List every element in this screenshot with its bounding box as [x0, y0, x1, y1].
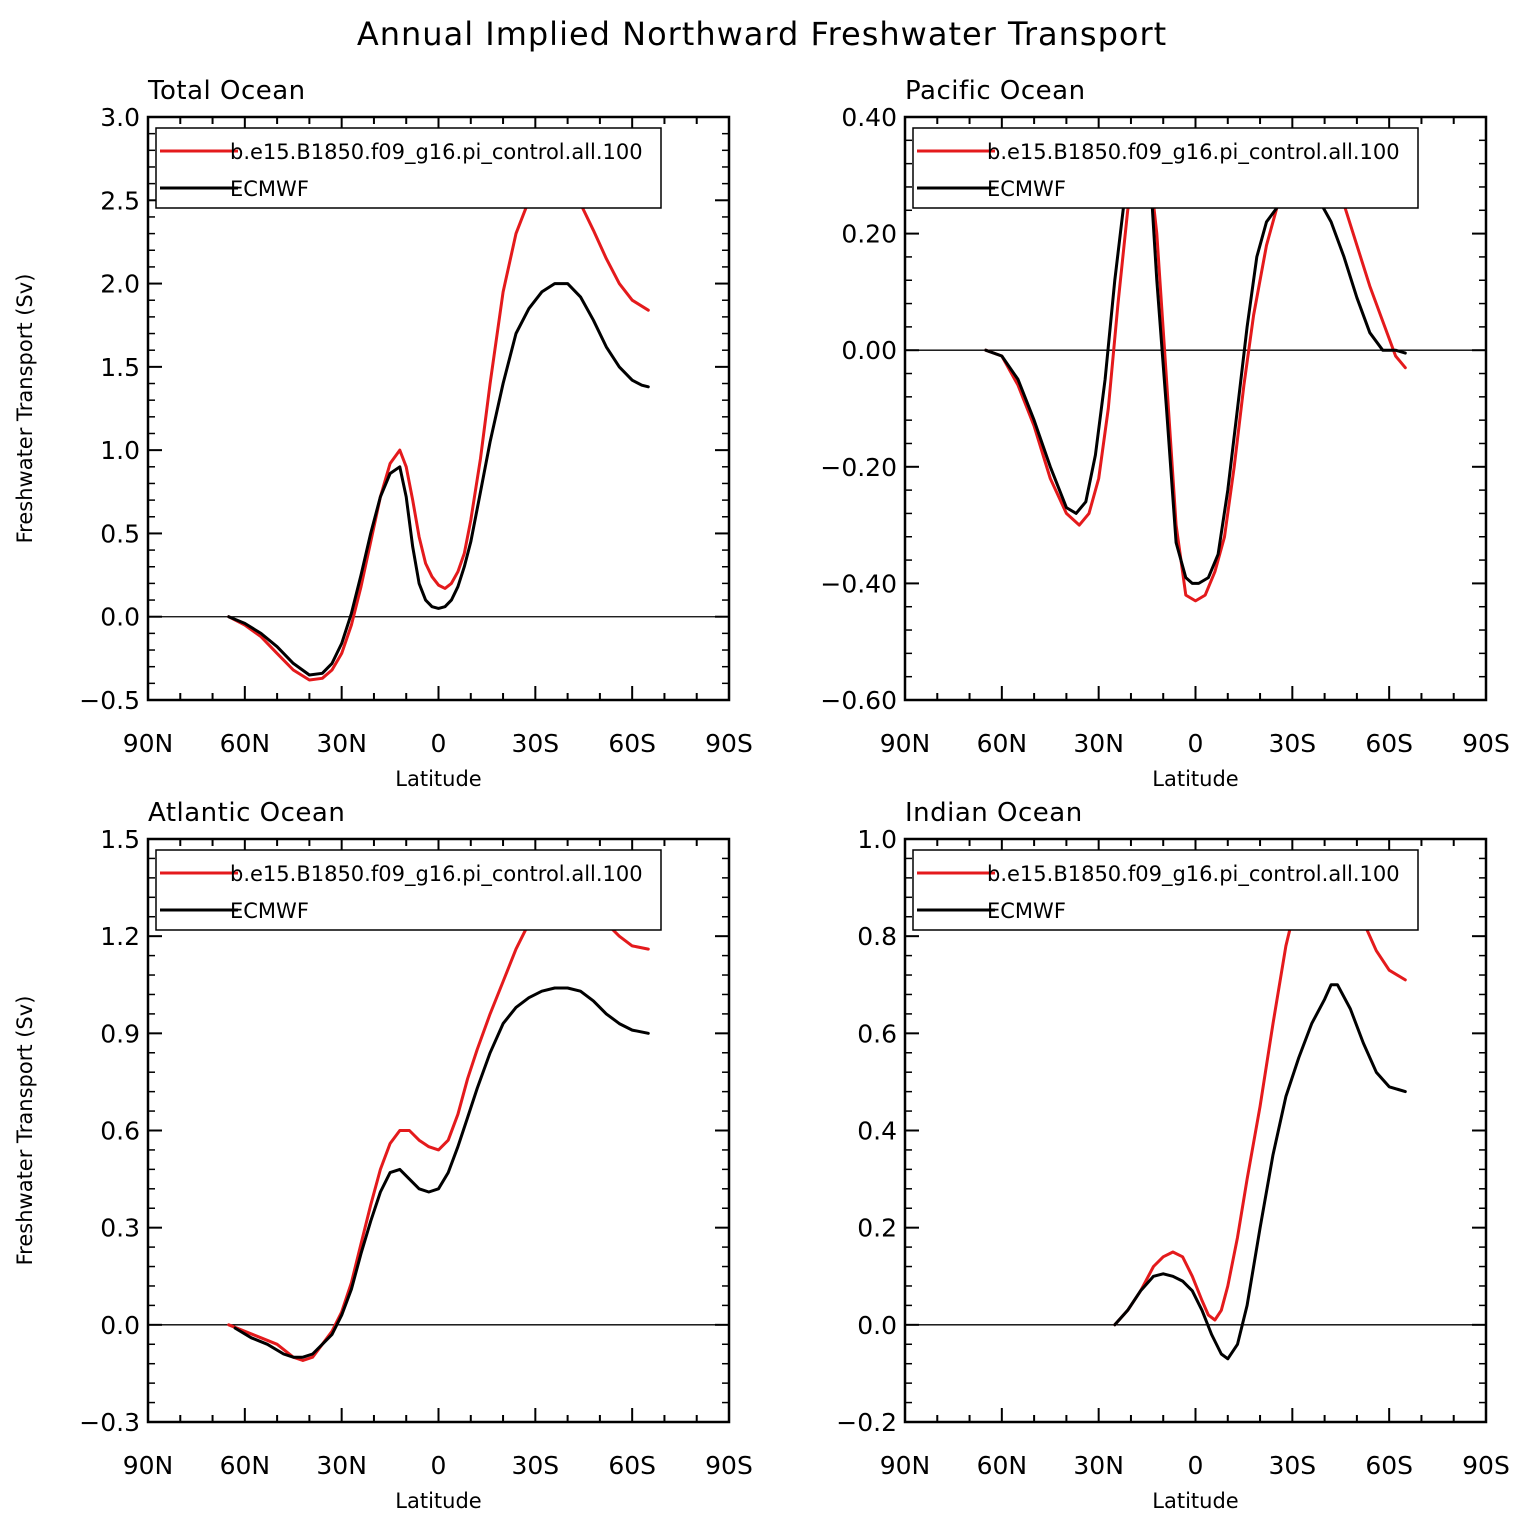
total-ocean-xtick-label: 30N	[316, 729, 367, 758]
pacific-ocean-xtick-label: 30S	[1268, 729, 1316, 758]
panel-indian-ocean: Indian Ocean 90N 60N 30N 0 30S 60S 90S −0.2 0.0 0.…	[836, 798, 1510, 1513]
indian-ocean-plot-frame	[903, 837, 1488, 1424]
total-ocean-ytick-label: 3.0	[100, 103, 140, 132]
indian-ocean-xlabel: Latitude	[1152, 1489, 1238, 1513]
main-title: Annual Implied Northward Freshwater Tran…	[357, 15, 1167, 53]
indian-ocean-legend	[912, 849, 1419, 931]
total-ocean-ytick-label: 1.0	[100, 436, 140, 465]
total-ocean-ytick-label: 2.5	[100, 186, 140, 215]
indian-ocean-ytick-label: 0.2	[857, 1214, 897, 1243]
total-ocean-ytick-label: −0.5	[79, 686, 140, 715]
pacific-ocean-series-ecmwf-line	[984, 133, 1407, 585]
panel-total-ocean: Total Ocean 90N 60N 30N 0 30S 60S 90S −0.5 0.0 0.5…	[13, 76, 753, 791]
total-ocean-legend-label-model: b.e15.B1850.f09_g16.pi_control.all.100	[230, 140, 643, 165]
total-ocean-series-model-line	[227, 178, 650, 682]
pacific-ocean-xlabel: Latitude	[1152, 767, 1238, 791]
atlantic-ocean-xlabel: Latitude	[395, 1489, 481, 1513]
total-ocean-xtick-label: 60S	[608, 729, 656, 758]
indian-ocean-ytick-label: 0.8	[857, 922, 897, 951]
total-ocean-plot-frame	[146, 115, 731, 702]
pacific-ocean-title: Pacific Ocean	[905, 76, 1086, 106]
atlantic-ocean-xtick-label: 90N	[123, 1451, 174, 1480]
atlantic-ocean-ytick-label: −0.3	[79, 1408, 140, 1437]
atlantic-ocean-legend	[155, 849, 662, 931]
indian-ocean-ytick-label: −0.2	[836, 1408, 897, 1437]
total-ocean-legend	[155, 127, 662, 209]
pacific-ocean-ytick-label: 0.20	[841, 220, 897, 249]
atlantic-ocean-xtick-label: 0	[431, 1451, 447, 1480]
total-ocean-ytick-label: 1.5	[100, 353, 140, 382]
pacific-ocean-ytick-label: −0.60	[820, 686, 897, 715]
indian-ocean-title: Indian Ocean	[905, 798, 1083, 828]
total-ocean-ytick-label: 0.0	[100, 603, 140, 632]
pacific-ocean-series-model-line	[984, 144, 1407, 603]
indian-ocean-ytick-label: 0.6	[857, 1019, 897, 1048]
atlantic-ocean-series-model-line	[227, 889, 650, 1362]
total-ocean-xtick-label: 90N	[123, 729, 174, 758]
pacific-ocean-xtick-label: 90S	[1462, 729, 1510, 758]
pacific-ocean-ytick-label: 0.00	[841, 336, 897, 365]
pacific-ocean-ytick-label: 0.40	[841, 103, 897, 132]
atlantic-ocean-legend-label-model: b.e15.B1850.f09_g16.pi_control.all.100	[230, 862, 643, 887]
indian-ocean-series-ecmwf-line	[1113, 983, 1407, 1361]
pacific-ocean-ytick-label: −0.20	[820, 453, 897, 482]
pacific-ocean-plot-frame	[903, 115, 1488, 702]
atlantic-ocean-ytick-label: 0.0	[100, 1311, 140, 1340]
pacific-ocean-xtick-label: 60S	[1365, 729, 1413, 758]
atlantic-ocean-ylabel: Freshwater Transport (Sv)	[13, 996, 37, 1266]
pacific-ocean-xtick-label: 30N	[1073, 729, 1124, 758]
total-ocean-series-ecmwf-line	[227, 282, 650, 677]
atlantic-ocean-xtick-label: 30N	[316, 1451, 367, 1480]
total-ocean-title: Total Ocean	[147, 76, 306, 106]
atlantic-ocean-xtick-label: 60N	[220, 1451, 271, 1480]
pacific-ocean-xtick-label: 0	[1188, 729, 1204, 758]
atlantic-ocean-ytick-label: 0.9	[100, 1019, 140, 1048]
indian-ocean-xtick-label: 0	[1188, 1451, 1204, 1480]
atlantic-ocean-ytick-label: 0.6	[100, 1117, 140, 1146]
total-ocean-xlabel: Latitude	[395, 767, 481, 791]
atlantic-ocean-ytick-label: 1.2	[100, 922, 140, 951]
atlantic-ocean-title: Atlantic Ocean	[148, 798, 345, 828]
indian-ocean-xtick-label: 60N	[977, 1451, 1028, 1480]
indian-ocean-ytick-label: 0.4	[857, 1117, 897, 1146]
indian-ocean-xtick-label: 60S	[1365, 1451, 1413, 1480]
total-ocean-ylabel: Freshwater Transport (Sv)	[13, 274, 37, 544]
total-ocean-xtick-label: 60N	[220, 729, 271, 758]
panel-pacific-ocean: Pacific Ocean 90N 60N 30N 0 30S 60S 90S −0.60 −0.…	[820, 76, 1509, 791]
panel-atlantic-ocean: Atlantic Ocean 90N 60N 30N 0 30S 60S 90S −0.3 0.0…	[13, 798, 753, 1513]
atlantic-ocean-xtick-label: 30S	[511, 1451, 559, 1480]
indian-ocean-xtick-label: 90N	[880, 1451, 931, 1480]
pacific-ocean-ytick-label: −0.40	[820, 569, 897, 598]
total-ocean-ytick-label: 2.0	[100, 270, 140, 299]
total-ocean-xtick-label: 90S	[705, 729, 753, 758]
total-ocean-xtick-label: 0	[431, 729, 447, 758]
indian-ocean-xtick-label: 90S	[1462, 1451, 1510, 1480]
atlantic-ocean-xtick-label: 60S	[608, 1451, 656, 1480]
indian-ocean-legend-label-ecmwf: ECMWF	[987, 899, 1066, 923]
indian-ocean-xtick-label: 30S	[1268, 1451, 1316, 1480]
indian-ocean-legend-label-model: b.e15.B1850.f09_g16.pi_control.all.100	[987, 862, 1400, 887]
atlantic-ocean-ytick-label: 0.3	[100, 1214, 140, 1243]
atlantic-ocean-legend-label-ecmwf: ECMWF	[230, 899, 309, 923]
pacific-ocean-xtick-label: 60N	[977, 729, 1028, 758]
total-ocean-xtick-label: 30S	[511, 729, 559, 758]
atlantic-ocean-xtick-label: 90S	[705, 1451, 753, 1480]
indian-ocean-ytick-label: 1.0	[857, 825, 897, 854]
atlantic-ocean-plot-frame	[146, 837, 731, 1424]
atlantic-ocean-series-ecmwf-line	[233, 986, 650, 1359]
atlantic-ocean-ytick-label: 1.5	[100, 825, 140, 854]
pacific-ocean-legend-label-ecmwf: ECMWF	[987, 177, 1066, 201]
pacific-ocean-xtick-label: 90N	[880, 729, 931, 758]
indian-ocean-xtick-label: 30N	[1073, 1451, 1124, 1480]
pacific-ocean-legend-label-model: b.e15.B1850.f09_g16.pi_control.all.100	[987, 140, 1400, 165]
pacific-ocean-legend	[912, 127, 1419, 209]
indian-ocean-ytick-label: 0.0	[857, 1311, 897, 1340]
total-ocean-ytick-label: 0.5	[100, 519, 140, 548]
total-ocean-legend-label-ecmwf: ECMWF	[230, 177, 309, 201]
